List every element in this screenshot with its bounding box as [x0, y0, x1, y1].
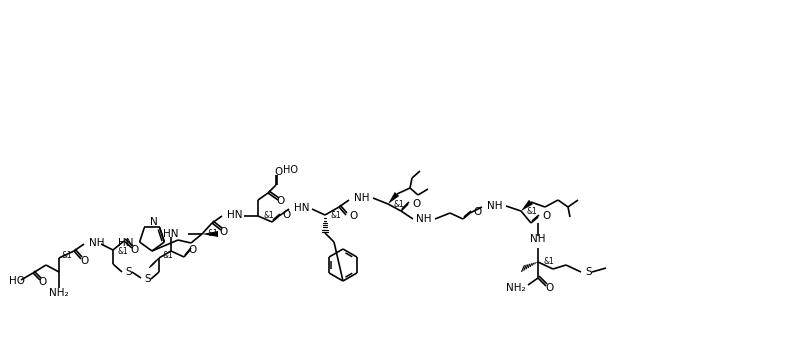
- Text: &1: &1: [543, 257, 554, 266]
- Text: O: O: [411, 199, 419, 209]
- Text: S: S: [585, 267, 591, 277]
- Text: &1: &1: [526, 207, 537, 216]
- Text: O: O: [472, 207, 480, 217]
- Polygon shape: [387, 192, 399, 204]
- Text: O: O: [349, 211, 357, 221]
- Polygon shape: [520, 200, 533, 211]
- Text: HN: HN: [163, 229, 179, 239]
- Text: O: O: [220, 227, 228, 237]
- Text: N: N: [150, 217, 158, 227]
- Text: &1: &1: [163, 251, 173, 260]
- Text: O: O: [131, 245, 139, 255]
- Text: NH: NH: [415, 214, 431, 224]
- Text: &1: &1: [208, 230, 218, 239]
- Text: HN: HN: [119, 238, 134, 248]
- Text: NH₂: NH₂: [506, 283, 525, 293]
- Text: O: O: [188, 245, 196, 255]
- Text: NH: NH: [486, 201, 502, 211]
- Text: HN: HN: [294, 203, 309, 213]
- Text: NH₂: NH₂: [49, 288, 69, 298]
- Text: S: S: [144, 274, 151, 284]
- Text: O: O: [38, 277, 47, 287]
- Text: &1: &1: [62, 251, 73, 260]
- Text: O: O: [541, 211, 549, 221]
- Text: O: O: [277, 196, 285, 206]
- Text: NH: NH: [529, 234, 545, 244]
- Text: S: S: [125, 267, 132, 277]
- Text: HN: HN: [227, 210, 242, 220]
- Text: HO: HO: [9, 276, 25, 286]
- Text: O: O: [274, 167, 283, 177]
- Text: NH: NH: [354, 193, 369, 203]
- Text: O: O: [282, 210, 290, 220]
- Text: O: O: [81, 256, 89, 266]
- Text: O: O: [545, 283, 553, 293]
- Text: &1: &1: [394, 201, 404, 210]
- Polygon shape: [202, 231, 217, 237]
- Text: &1: &1: [330, 211, 342, 220]
- Text: &1: &1: [118, 247, 128, 256]
- Text: HO: HO: [282, 165, 298, 175]
- Text: NH: NH: [89, 238, 104, 248]
- Text: &1: &1: [264, 211, 274, 220]
